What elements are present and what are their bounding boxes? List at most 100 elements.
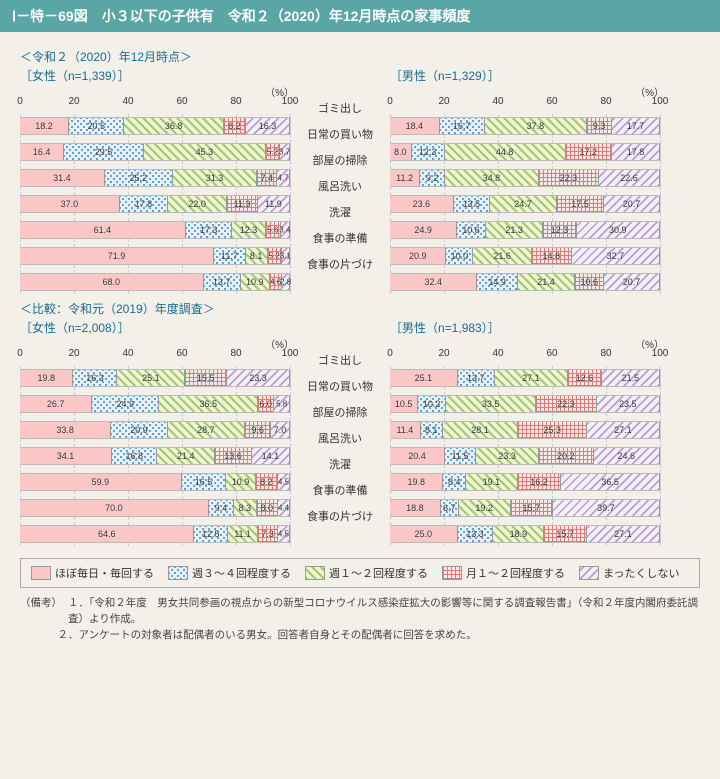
bar-segment: 4.7 — [277, 170, 290, 186]
bar-segment: 12.3 — [232, 222, 265, 238]
bar-segment: 33.5 — [446, 396, 536, 412]
bar-segment: 20.9 — [111, 422, 167, 438]
bar-segment: 15.5 — [185, 370, 227, 386]
panels-row: ［女性（n=1,339）］（%）02040608010018.220.536.8… — [20, 67, 700, 294]
segment-value: 13.7 — [213, 277, 231, 287]
bar-segment: 20.7 — [604, 196, 660, 212]
bar-segment: 39.7 — [553, 500, 660, 516]
segment-value: 68.0 — [103, 277, 121, 287]
bar-segment: 16.5 — [182, 474, 227, 490]
bar-segment: 4.4 — [278, 500, 290, 516]
segment-value: 11.7 — [221, 251, 238, 261]
segment-value: 21.5 — [622, 373, 640, 383]
segment-value: 10.2 — [423, 399, 441, 409]
bar-segment: 21.5 — [602, 370, 660, 386]
bar-segment: 59.9 — [20, 474, 182, 490]
swatch-1to2wk-icon — [305, 566, 325, 580]
swatch-1to2mo-icon — [442, 566, 462, 580]
bar-segment: 12.3 — [543, 222, 576, 238]
category-label: 食事の準備 — [313, 477, 368, 503]
segment-value: 16.2 — [530, 477, 548, 487]
panel-label: ［女性（n=1,339）］ — [20, 67, 290, 84]
bar-segment: 9.3 — [587, 118, 612, 134]
bar-segment: 64.6 — [20, 526, 194, 542]
bar-row: 16.429.545.35.23.7 — [20, 138, 290, 164]
bar-segment: 25.3 — [518, 422, 586, 438]
bar-segment: 30.9 — [577, 222, 660, 238]
bar-segment: 16.2 — [518, 474, 562, 490]
segment-value: 25.3 — [543, 425, 561, 435]
bar-row: 20.910.021.614.832.7 — [390, 242, 660, 268]
segment-value: 18.2 — [35, 121, 53, 131]
bar-segment: 20.5 — [69, 118, 124, 134]
bar-segment: 44.8 — [445, 144, 566, 160]
bar-segment: 7.4 — [257, 170, 277, 186]
axis-tick: 40 — [492, 348, 503, 359]
bar-segment: 25.1 — [117, 370, 185, 386]
bar-row: 20.411.523.320.224.6 — [390, 442, 660, 468]
segment-value: 10.0 — [451, 251, 469, 261]
segment-value: 2.8 — [280, 278, 291, 287]
bar-row: 18.86.719.215.739.7 — [390, 494, 660, 520]
bar-segment: 6.0 — [258, 396, 274, 412]
segment-value: 61.4 — [94, 225, 112, 235]
bar-segment: 14.1 — [252, 448, 290, 464]
segment-value: 24.7 — [514, 199, 532, 209]
bar-segment: 12.5 — [194, 526, 228, 542]
bar-segment: 21.4 — [157, 448, 215, 464]
notes: （備考）１．「令和２年度 男女共同参画の視点からの新型コロナウイルス感染症拡大の… — [20, 596, 700, 643]
bar-segment: 23.5 — [597, 396, 660, 412]
bar-segment: 16.4 — [20, 144, 64, 160]
bar-segment: 8.2 — [224, 118, 246, 134]
bar-segment: 11.3 — [227, 196, 258, 212]
bar-segment: 13.7 — [458, 370, 495, 386]
segment-value: 34.1 — [57, 451, 75, 461]
bar-segment: 13.5 — [454, 196, 490, 212]
bar-segment: 28.1 — [443, 422, 519, 438]
bar-segment: 37.8 — [485, 118, 587, 134]
bar-segment: 10.6 — [575, 274, 604, 290]
segment-value: 17.3 — [200, 225, 218, 235]
bar-segment: 14.9 — [477, 274, 517, 290]
bar-segment: 11.9 — [258, 196, 290, 212]
segment-value: 13.3 — [466, 529, 484, 539]
segment-value: 22.3 — [557, 399, 575, 409]
segment-value: 23.3 — [498, 451, 516, 461]
bar-segment: 34.1 — [20, 448, 112, 464]
bar-segment: 18.4 — [390, 118, 440, 134]
bar-segment: 25.0 — [390, 526, 458, 542]
bar-row: 8.012.344.817.217.8 — [390, 138, 660, 164]
segment-value: 31.3 — [206, 173, 224, 183]
bar-segment: 7.0 — [271, 422, 290, 438]
bar-segment: 20.2 — [539, 448, 594, 464]
bar-segment: 19.2 — [459, 500, 511, 516]
bar-segment: 27.1 — [587, 526, 660, 542]
segment-value: 3.4 — [279, 226, 290, 235]
category-label: ゴミ出し — [318, 347, 362, 373]
bar-row: 25.013.318.915.727.1 — [390, 520, 660, 546]
bar-segment: 20.4 — [390, 448, 445, 464]
axis-tick: 100 — [282, 96, 299, 107]
segment-value: 12.3 — [419, 147, 437, 157]
segment-value: 8.0 — [261, 503, 274, 513]
segment-value: 21.4 — [537, 277, 555, 287]
segment-value: 4.5 — [278, 530, 289, 539]
swatch-never-icon — [579, 566, 599, 580]
bar-row: 32.414.921.410.620.7 — [390, 268, 660, 294]
bar-segment: 10.6 — [457, 222, 486, 238]
bar-segment: 10.9 — [226, 474, 255, 490]
bar-segment: 71.9 — [20, 248, 214, 264]
segment-value: 26.7 — [47, 399, 65, 409]
segment-value: 11.9 — [265, 199, 282, 209]
axis-tick: 40 — [122, 96, 133, 107]
bar-segment: 12.3 — [412, 144, 445, 160]
segment-value: 6.0 — [259, 399, 272, 409]
segment-value: 17.2 — [580, 147, 598, 157]
bar-segment: 21.4 — [518, 274, 576, 290]
segment-value: 37.0 — [61, 199, 79, 209]
bar-row: 37.017.822.011.311.9 — [20, 190, 290, 216]
bar-segment: 23.3 — [476, 448, 539, 464]
segment-value: 14.1 — [262, 451, 280, 461]
bar-segment: 19.1 — [466, 474, 518, 490]
bar-segment: 25.2 — [105, 170, 173, 186]
